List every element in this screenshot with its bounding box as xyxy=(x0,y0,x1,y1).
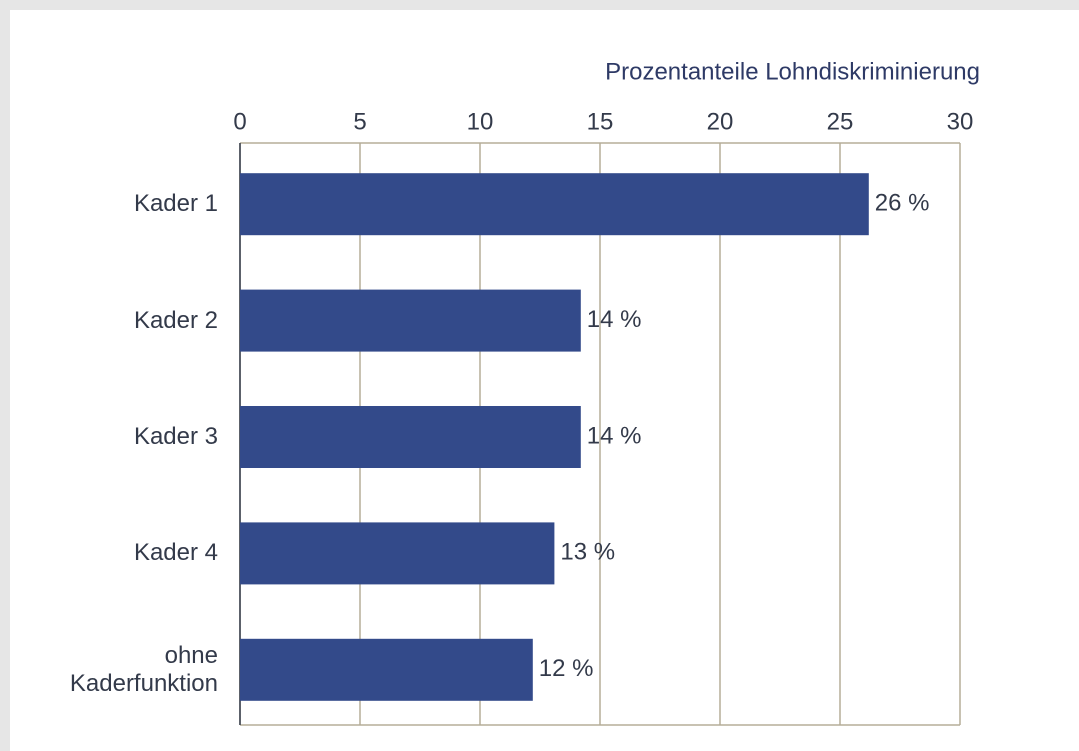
value-label: 12 % xyxy=(539,655,594,682)
x-tick-label: 0 xyxy=(233,108,246,135)
panel xyxy=(10,10,1079,751)
value-label: 13 % xyxy=(560,539,615,566)
x-tick-label: 20 xyxy=(707,108,734,135)
value-label: 14 % xyxy=(587,422,642,449)
x-tick-label: 25 xyxy=(827,108,854,135)
bar xyxy=(240,289,581,352)
bar xyxy=(240,406,581,468)
axis-title: Prozentanteile Lohndiskriminierung xyxy=(605,58,980,85)
y-tick-label: ohne Kaderfunktion xyxy=(69,641,218,697)
x-tick-label: 30 xyxy=(947,108,974,135)
bar xyxy=(240,522,555,585)
value-label: 14 % xyxy=(587,306,642,333)
y-tick-label: Kader 3 xyxy=(133,423,218,450)
x-tick-label: 15 xyxy=(587,108,614,135)
x-tick-label: 10 xyxy=(467,108,494,135)
y-tick-label: Kader 2 xyxy=(133,306,218,334)
bar xyxy=(240,638,533,701)
value-label: 26 % xyxy=(875,190,930,217)
bar xyxy=(240,173,869,236)
y-tick-label: Kader 1 xyxy=(133,190,218,218)
y-tick-label: Kader 4 xyxy=(133,539,218,567)
x-tick-label: 5 xyxy=(353,108,366,135)
